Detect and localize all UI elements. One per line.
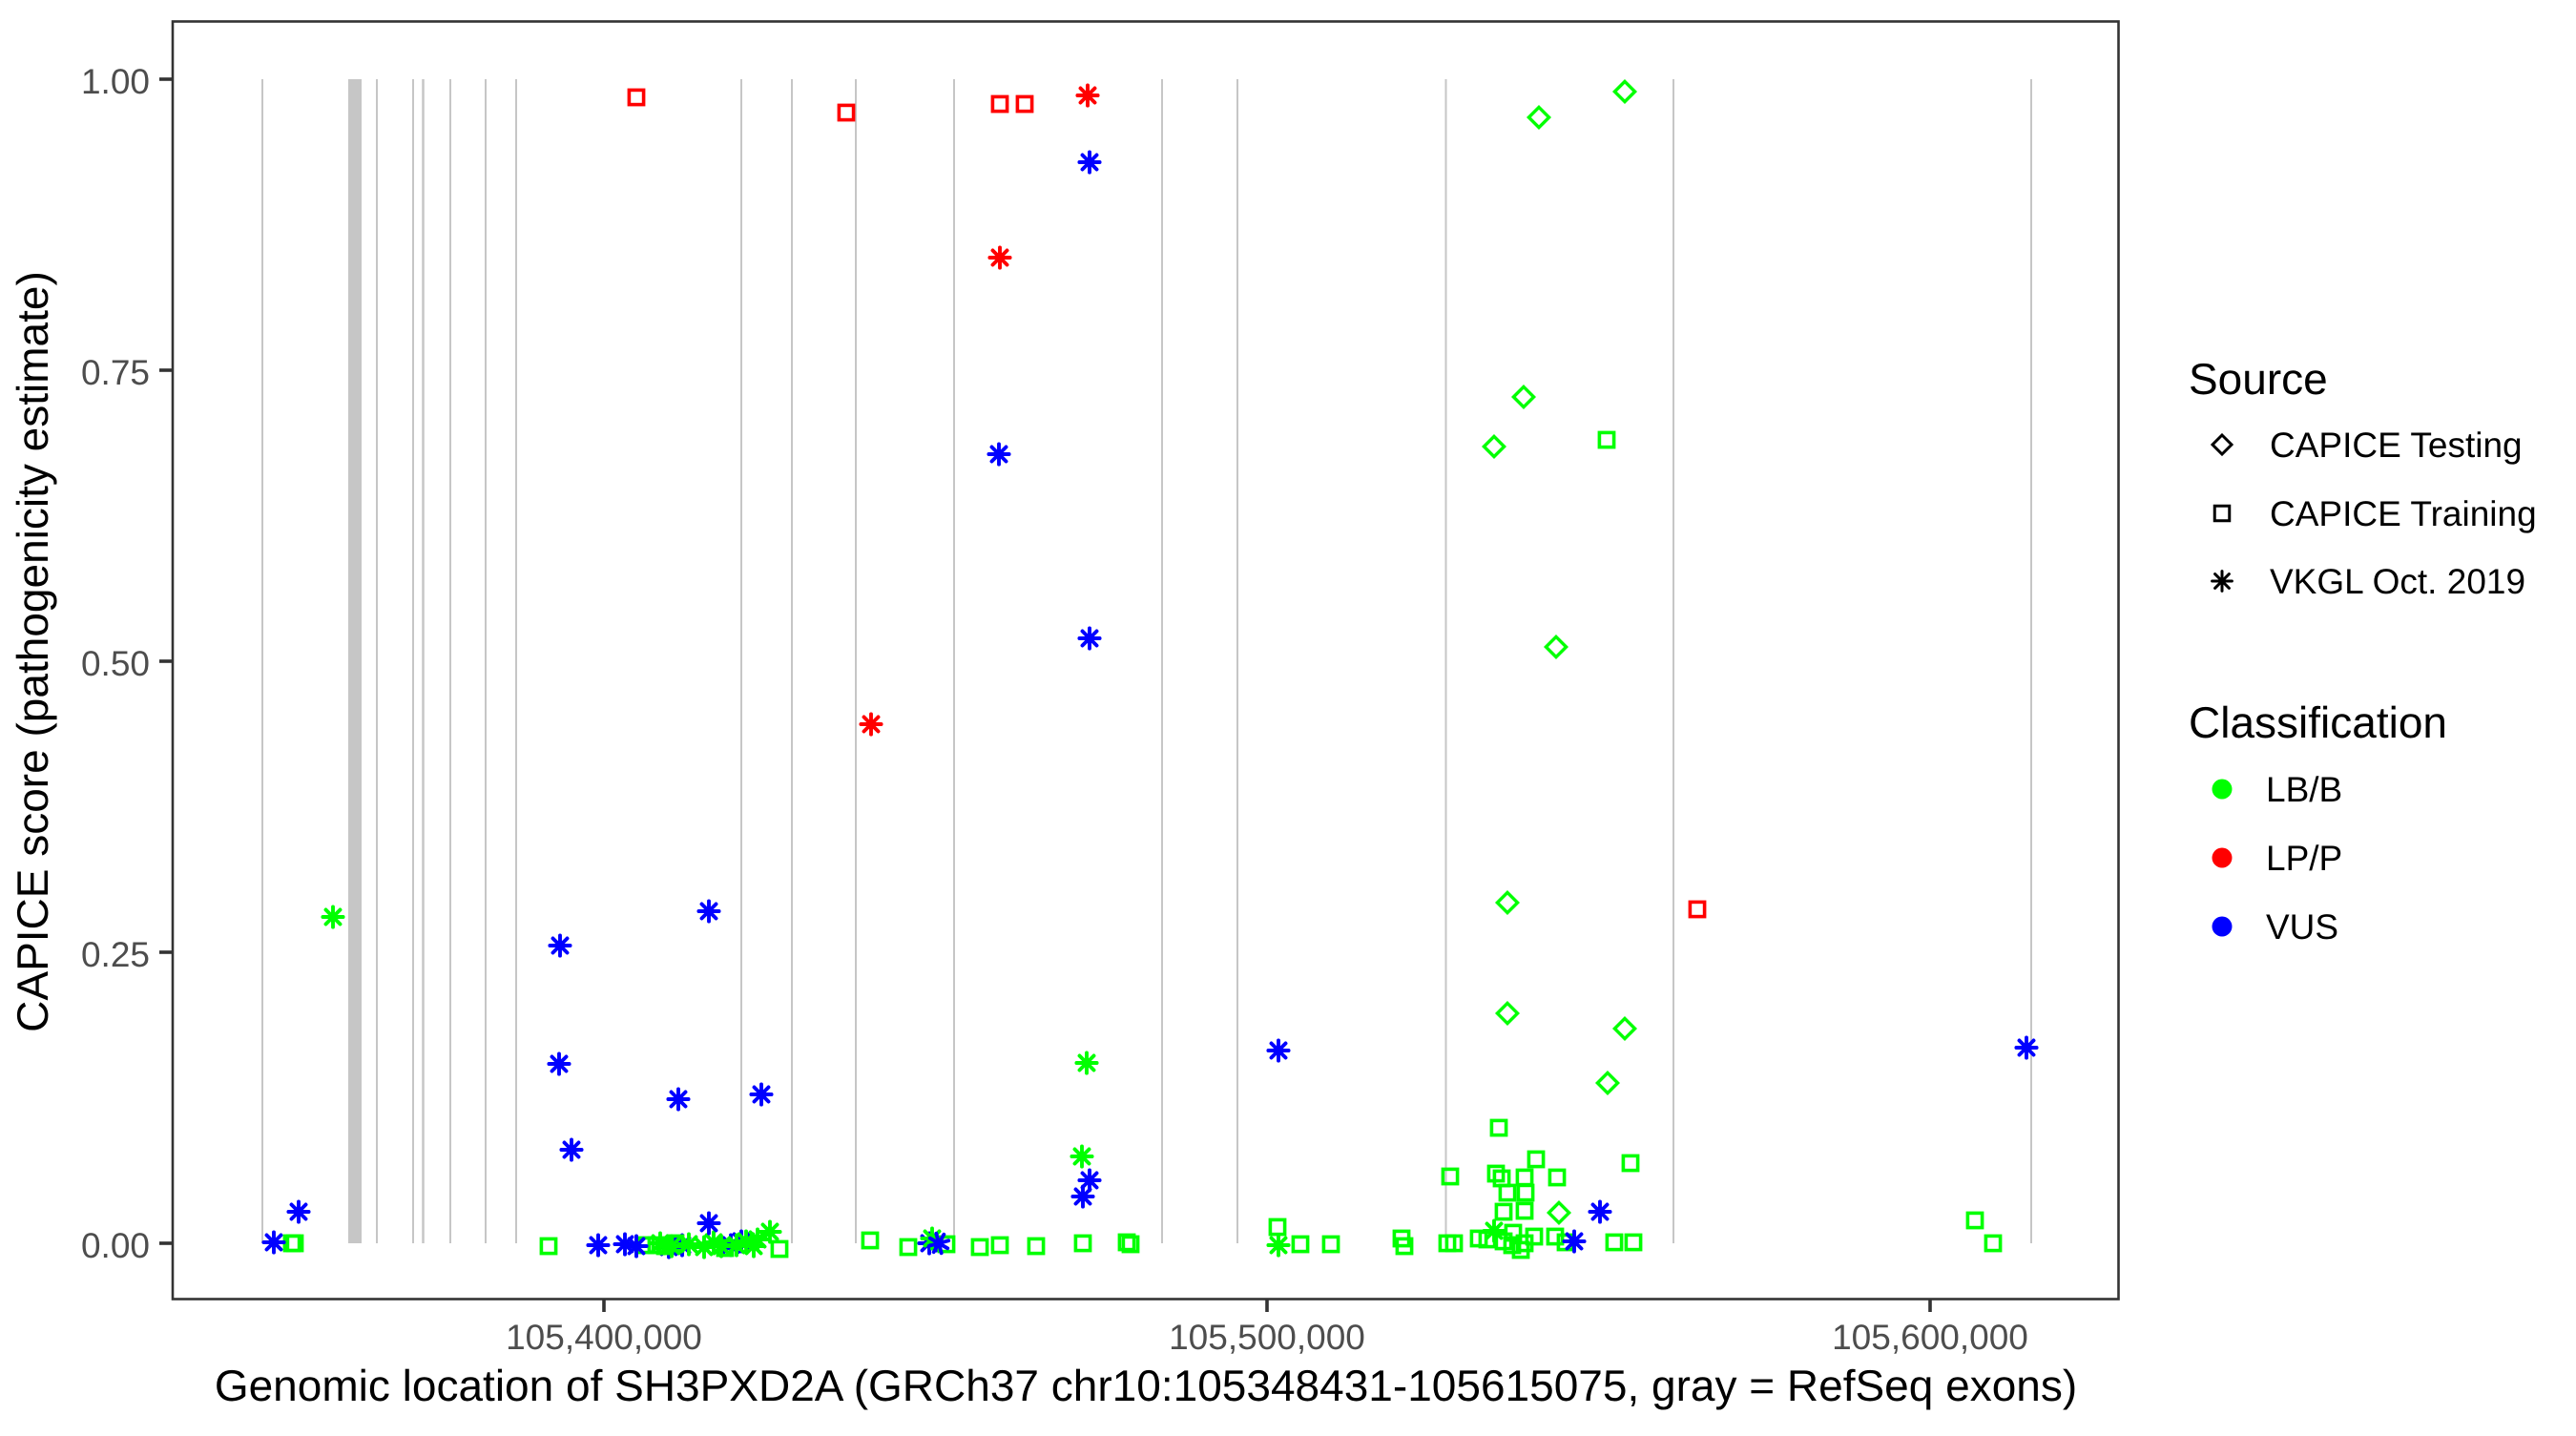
svg-text:0.25: 0.25 — [81, 935, 150, 974]
svg-text:0.00: 0.00 — [81, 1226, 150, 1265]
svg-text:1.00: 1.00 — [81, 62, 150, 101]
svg-text:105,400,000: 105,400,000 — [506, 1318, 702, 1357]
svg-text:0.75: 0.75 — [81, 353, 150, 392]
svg-text:Source: Source — [2189, 354, 2328, 404]
svg-text:CAPICE Training: CAPICE Training — [2270, 494, 2537, 533]
svg-text:LP/P: LP/P — [2266, 839, 2342, 878]
svg-text:VKGL Oct. 2019: VKGL Oct. 2019 — [2270, 562, 2525, 601]
svg-text:105,600,000: 105,600,000 — [1832, 1318, 2028, 1357]
svg-text:CAPICE score (pathogenicity es: CAPICE score (pathogenicity estimate) — [8, 271, 57, 1032]
svg-text:CAPICE Testing: CAPICE Testing — [2270, 426, 2523, 465]
svg-text:0.50: 0.50 — [81, 644, 150, 683]
svg-text:LB/B: LB/B — [2266, 770, 2342, 809]
svg-text:VUS: VUS — [2266, 907, 2338, 947]
svg-text:Genomic location of SH3PXD2A (: Genomic location of SH3PXD2A (GRCh37 chr… — [215, 1361, 2077, 1410]
svg-text:Classification: Classification — [2189, 697, 2447, 747]
svg-text:105,500,000: 105,500,000 — [1169, 1318, 1365, 1357]
